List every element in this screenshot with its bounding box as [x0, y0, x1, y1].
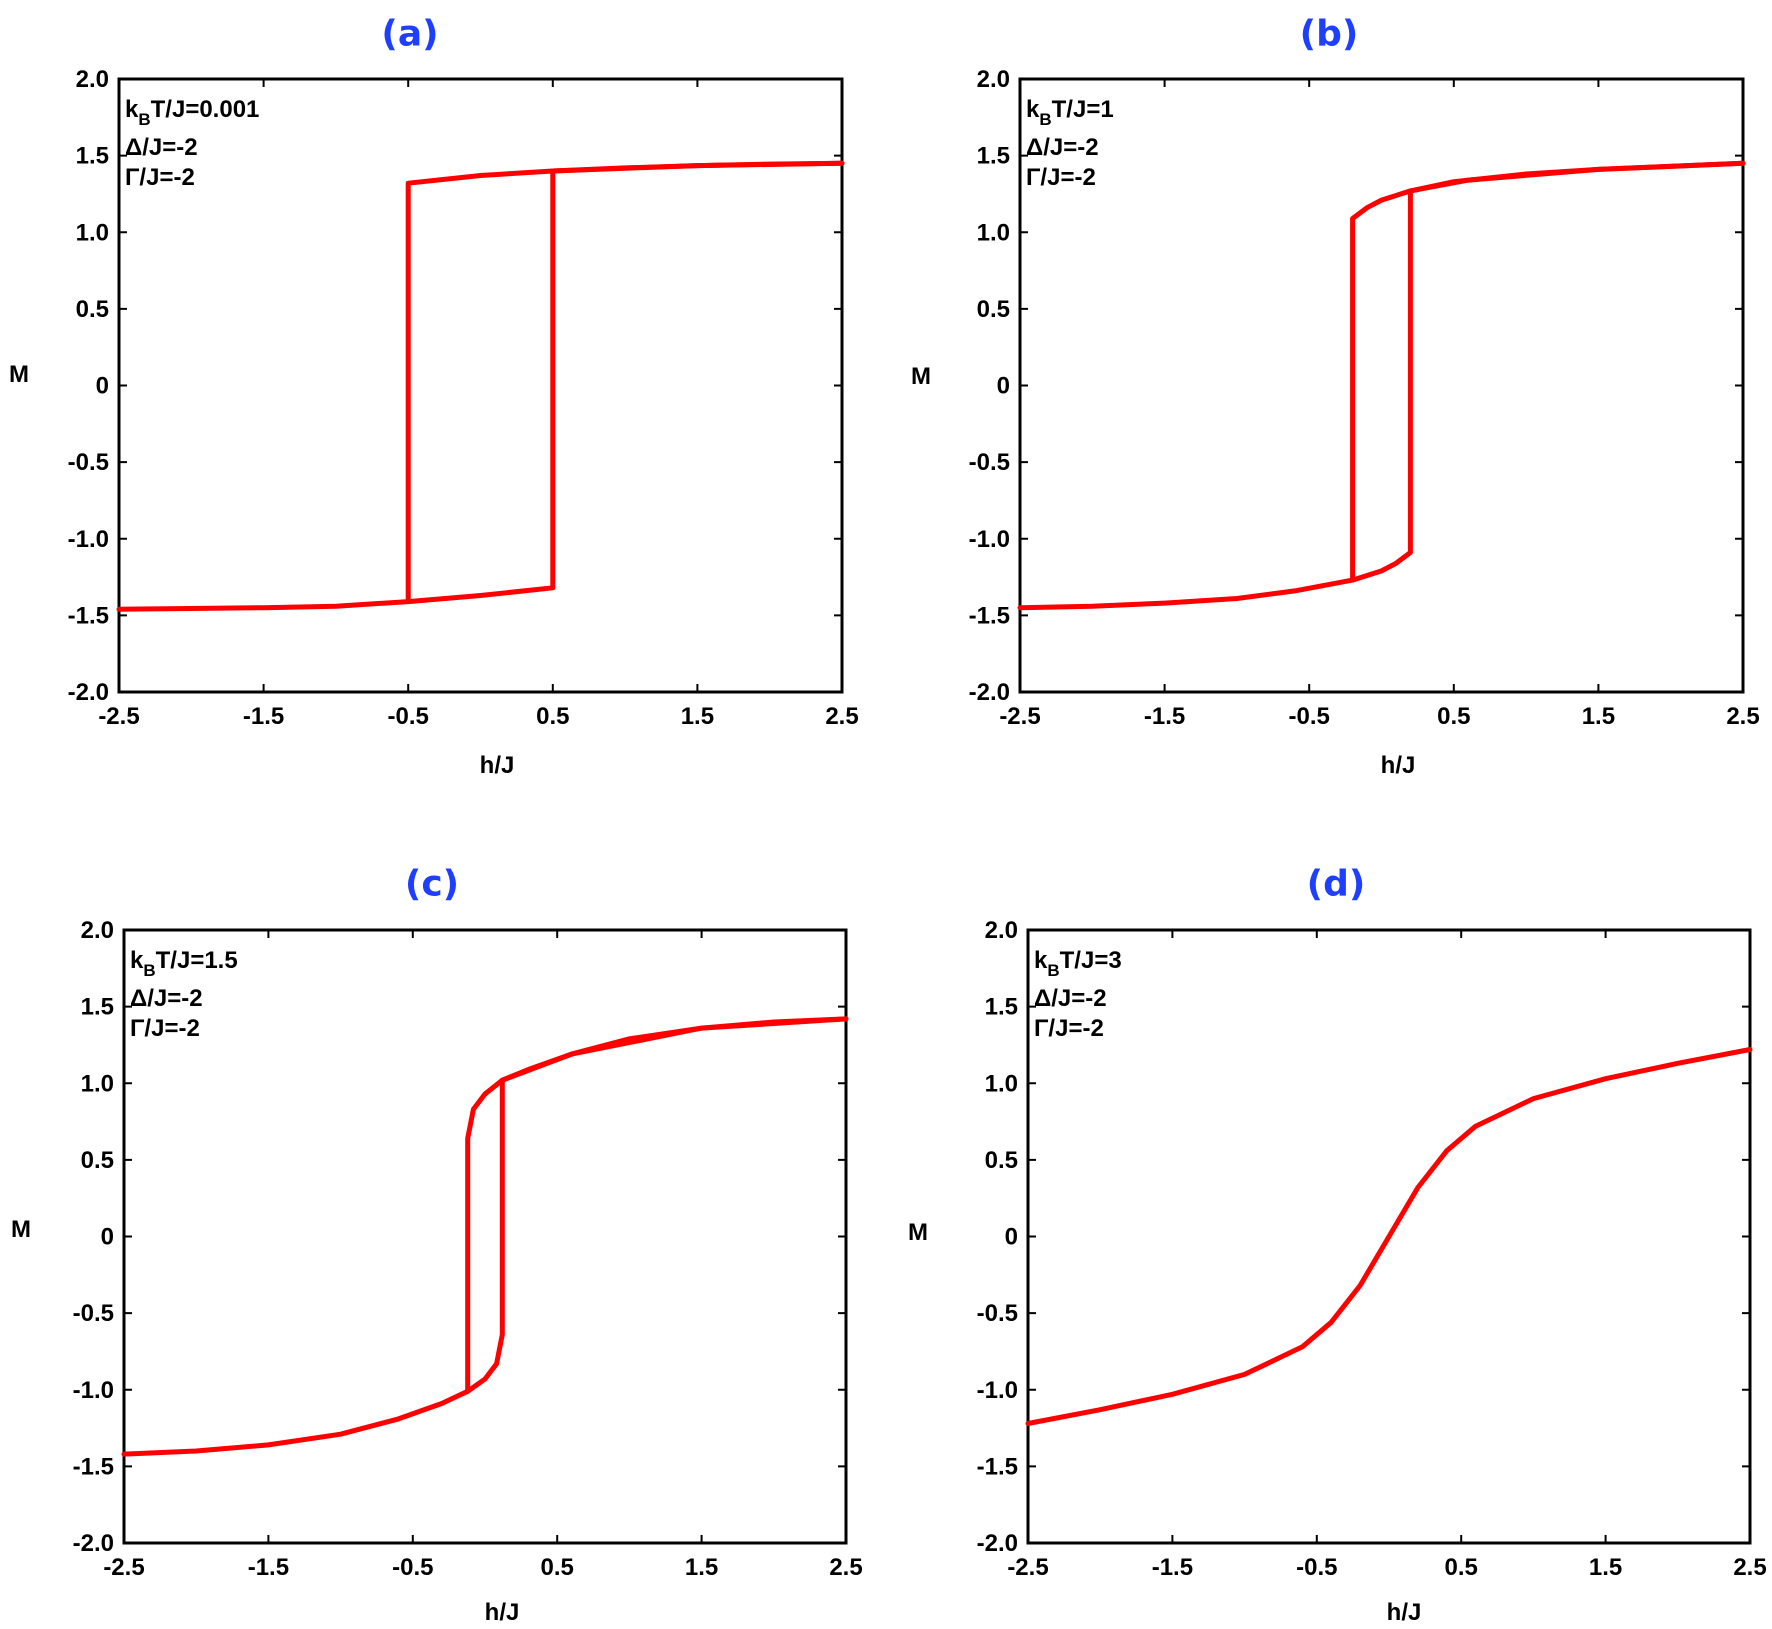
x-axis-title: h/J [485, 1599, 520, 1626]
parameter-annotation: Δ/J=-2 [1034, 985, 1107, 1012]
magnetization-curve-0 [116, 160, 845, 612]
plot-frame [122, 928, 848, 1545]
x-tick-label: -2.5 [98, 703, 139, 730]
magnetization-curve-1 [465, 1016, 849, 1394]
parameter-annotation: Δ/J=-2 [130, 985, 203, 1012]
parameter-annotation: Γ/J=-2 [130, 1015, 200, 1042]
x-tick-label: 2.5 [825, 703, 858, 730]
x-tick-label: 1.5 [685, 1554, 718, 1581]
chart-panel-c: (c) 2.0 1.5 1.0 0.5 0 -0.5 -1.0 -1.5 -2.0-2.5 -1.5… [11, 864, 863, 1626]
y-axis-title: M [908, 1219, 928, 1246]
y-tick-label: -2.0 [969, 679, 1010, 706]
magnetization-curve-0 [121, 1016, 849, 1457]
panel-label: (a) [381, 14, 438, 55]
x-tick-label: 1.5 [1582, 703, 1615, 730]
parameter-annotation: Γ/J=-2 [125, 164, 195, 191]
y-tick-label: -0.5 [977, 1300, 1018, 1327]
y-tick-label: 1.0 [81, 1070, 114, 1097]
x-tick-label: -1.5 [248, 1554, 289, 1581]
y-tick-label: -1.0 [73, 1377, 114, 1404]
y-tick-label: -2.0 [73, 1530, 114, 1557]
y-tick-label: 1.5 [985, 994, 1018, 1021]
y-tick-label: -0.5 [68, 449, 109, 476]
x-tick-label: -1.5 [1144, 703, 1185, 730]
parameter-annotation: Δ/J=-2 [1026, 134, 1099, 161]
parameter-annotation: kBT/J=3 [1034, 947, 1122, 980]
x-tick-label: 0.5 [541, 1554, 574, 1581]
y-tick-label: -1.0 [68, 526, 109, 553]
y-tick-label: 0 [1005, 1224, 1018, 1251]
y-tick-label: 1.5 [76, 143, 109, 170]
x-tick-label: -2.5 [1007, 1554, 1048, 1581]
y-tick-label: 0 [96, 373, 109, 400]
y-tick-label: 0.5 [977, 296, 1010, 323]
y-tick-label: -2.0 [68, 679, 109, 706]
parameter-annotation: kBT/J=1 [1026, 96, 1114, 129]
x-tick-label: 0.5 [1445, 1554, 1478, 1581]
x-tick-label: -0.5 [388, 703, 429, 730]
y-tick-label: 0.5 [985, 1147, 1018, 1174]
y-tick-label: 0 [101, 1224, 114, 1251]
panel-label: (d) [1307, 864, 1366, 905]
x-tick-label: 2.5 [829, 1554, 862, 1581]
chart-panel-d: (d) 2.0 1.5 1.0 0.5 0 -0.5 -1.0 -1.5 -2.0-2.5 -1.5… [908, 864, 1767, 1626]
magnetization-curve-0 [1025, 1047, 1753, 1426]
x-tick-label: 2.5 [1733, 1554, 1766, 1581]
y-axis-title: M [11, 1216, 31, 1243]
y-tick-label: -1.0 [969, 526, 1010, 553]
x-tick-label: 0.5 [536, 703, 569, 730]
y-tick-label: 2.0 [81, 917, 114, 944]
y-tick-label: -1.5 [73, 1453, 114, 1480]
x-tick-label: 2.5 [1726, 703, 1759, 730]
x-tick-label: 0.5 [1437, 703, 1470, 730]
y-tick-label: 0.5 [76, 296, 109, 323]
x-tick-label: -1.5 [1152, 1554, 1193, 1581]
y-tick-label: 2.0 [977, 66, 1010, 93]
x-tick-label: -0.5 [1289, 703, 1330, 730]
y-tick-label: 0.5 [81, 1147, 114, 1174]
panel-label: (c) [405, 864, 459, 905]
x-tick-label: -0.5 [392, 1554, 433, 1581]
y-tick-label: 0 [997, 373, 1010, 400]
magnetization-curve-0 [1017, 160, 1746, 611]
x-tick-label: 1.5 [681, 703, 714, 730]
y-tick-label: -1.5 [969, 602, 1010, 629]
y-axis-title: M [911, 363, 931, 390]
x-tick-label: 1.5 [1589, 1554, 1622, 1581]
y-tick-label: -0.5 [73, 1300, 114, 1327]
y-tick-label: 1.0 [985, 1070, 1018, 1097]
y-tick-label: 2.0 [76, 66, 109, 93]
x-axis-title: h/J [1381, 752, 1416, 779]
y-tick-label: -2.0 [977, 1530, 1018, 1557]
y-tick-label: 1.0 [76, 219, 109, 246]
parameter-annotation: Γ/J=-2 [1026, 164, 1096, 191]
chart-panel-b: (b) 2.0 1.5 1.0 0.5 0 -0.5 -1.0 -1.5 -2.0-2.5 -1.5… [911, 14, 1760, 779]
parameter-annotation: kBT/J=1.5 [130, 947, 238, 980]
x-tick-label: -2.5 [999, 703, 1040, 730]
parameter-annotation: Γ/J=-2 [1034, 1015, 1104, 1042]
y-tick-label: 1.0 [977, 219, 1010, 246]
x-tick-label: -1.5 [243, 703, 284, 730]
plot-frame [1018, 77, 1745, 694]
x-axis-title: h/J [1387, 1599, 1422, 1626]
chart-panel-a: (a) 2.0 1.5 1.0 0.5 0 -0.5 -1.0 -1.5 -2.0-2.5 -1.5… [9, 14, 859, 779]
y-tick-label: 1.5 [977, 143, 1010, 170]
y-axis-title: M [9, 361, 29, 388]
plot-frame [117, 77, 844, 694]
panel-label: (b) [1300, 14, 1359, 55]
x-tick-label: -2.5 [103, 1554, 144, 1581]
magnetization-curve-1 [1350, 160, 1746, 583]
x-axis-title: h/J [480, 752, 515, 779]
parameter-annotation: Δ/J=-2 [125, 134, 198, 161]
y-tick-label: -1.5 [977, 1453, 1018, 1480]
y-tick-label: 2.0 [985, 917, 1018, 944]
magnetization-curve-1 [405, 160, 845, 605]
y-tick-label: 1.5 [81, 994, 114, 1021]
x-tick-label: -0.5 [1296, 1554, 1337, 1581]
parameter-annotation: kBT/J=0.001 [125, 96, 259, 129]
y-tick-label: -1.5 [68, 602, 109, 629]
y-tick-label: -0.5 [969, 449, 1010, 476]
y-tick-label: -1.0 [977, 1377, 1018, 1404]
